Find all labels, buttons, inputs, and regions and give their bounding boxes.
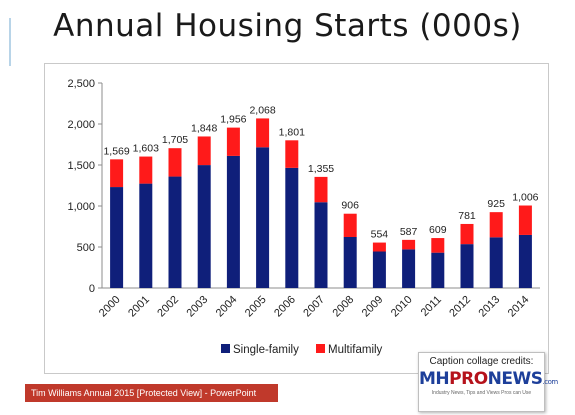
- bar-single-family-2010: [402, 249, 416, 288]
- total-label-2002: 1,705: [162, 134, 188, 146]
- x-tick-label-2008: 2008: [331, 294, 357, 320]
- x-tick-label-2000: 2000: [97, 294, 123, 320]
- y-tick-label: 2,000: [67, 119, 95, 131]
- y-tick-label: 1,000: [67, 201, 95, 213]
- bar-multifamily-2004: [226, 127, 240, 156]
- x-tick-label-2003: 2003: [185, 294, 211, 320]
- bar-single-family-2002: [168, 176, 182, 288]
- caption-credit-box: Caption collage credits: MHPRONEWS.com I…: [418, 352, 558, 412]
- legend-swatch-multifamily: [316, 344, 325, 353]
- x-tick-label-2005: 2005: [243, 294, 269, 320]
- y-tick-label: 2,500: [67, 78, 95, 90]
- x-tick-label-2001: 2001: [126, 294, 152, 320]
- legend-label-single-family: Single-family: [233, 344, 299, 356]
- y-tick-label: 1,500: [67, 160, 95, 172]
- bar-single-family-2006: [285, 167, 299, 288]
- bar-multifamily-2014: [518, 205, 532, 235]
- bar-single-family-2013: [489, 237, 503, 288]
- bar-multifamily-2007: [314, 176, 328, 203]
- bar-multifamily-2008: [343, 213, 357, 237]
- total-label-2001: 1,603: [133, 143, 159, 155]
- housing-starts-chart: 0 500 1,000 1,500 2,000 2,500 1,569 2000 1,603 20…: [67, 78, 540, 356]
- total-label-2005: 2,068: [249, 104, 275, 116]
- bar-single-family-2009: [372, 251, 386, 288]
- x-tick-label-2013: 2013: [477, 294, 503, 320]
- slide-accent-line: [9, 18, 11, 66]
- bar-single-family-2014: [518, 234, 532, 288]
- x-tick-label-2011: 2011: [419, 294, 444, 319]
- bar-multifamily-2000: [110, 159, 124, 188]
- legend-swatch-single-family: [221, 344, 230, 353]
- total-label-2013: 925: [487, 198, 505, 210]
- chart-frame: 0 500 1,000 1,500 2,000 2,500 1,569 2000 1,603 20…: [44, 63, 549, 374]
- bar-multifamily-2005: [256, 118, 270, 148]
- bar-multifamily-2003: [197, 136, 211, 166]
- bar-single-family-2011: [431, 252, 445, 288]
- logo-pro: PRO: [449, 369, 488, 389]
- bar-single-family-2005: [256, 147, 270, 288]
- bar-multifamily-2002: [168, 148, 182, 177]
- bar-single-family-2012: [460, 244, 474, 288]
- bar-single-family-2003: [197, 165, 211, 288]
- bar-multifamily-2011: [431, 238, 445, 253]
- x-tick-label-2010: 2010: [389, 294, 415, 320]
- total-label-2000: 1,569: [103, 145, 129, 157]
- slide-title: Annual Housing Starts (000s): [53, 8, 522, 44]
- x-tick-label-2002: 2002: [155, 294, 181, 320]
- bar-multifamily-2001: [139, 156, 153, 184]
- logo-tagline: Industry News, Tips and Views Pros can U…: [431, 390, 532, 396]
- bar-single-family-2008: [343, 236, 357, 288]
- total-label-2011: 609: [429, 224, 447, 236]
- bar-multifamily-2013: [489, 212, 503, 238]
- total-label-2006: 1,801: [279, 126, 305, 138]
- bar-single-family-2001: [139, 183, 153, 288]
- mhpronews-logo: MHPRONEWS.com: [419, 369, 558, 389]
- x-tick-label-2004: 2004: [214, 294, 240, 320]
- logo-news: NEWS: [487, 369, 543, 389]
- total-label-2003: 1,848: [191, 122, 217, 134]
- total-label-2010: 587: [400, 226, 418, 238]
- powerpoint-taskbar-tab[interactable]: Tim Williams Annual 2015 [Protected View…: [25, 384, 278, 402]
- bar-multifamily-2009: [372, 242, 386, 252]
- x-tick-label-2014: 2014: [506, 294, 532, 320]
- logo-com: .com: [542, 378, 559, 386]
- credit-caption: Caption collage credits:: [429, 356, 534, 367]
- y-tick-label: 0: [89, 283, 95, 295]
- bar-single-family-2004: [226, 155, 240, 288]
- total-label-2009: 554: [371, 229, 389, 241]
- x-tick-label-2012: 2012: [447, 294, 473, 320]
- legend-label-multifamily: Multifamily: [328, 344, 383, 356]
- total-label-2014: 1,006: [512, 192, 538, 204]
- y-tick-label: 500: [77, 242, 95, 254]
- logo-mh: MH: [419, 369, 450, 389]
- bar-multifamily-2012: [460, 223, 474, 245]
- total-label-2008: 906: [341, 200, 359, 212]
- total-label-2007: 1,355: [308, 163, 334, 175]
- bar-multifamily-2010: [402, 239, 416, 250]
- total-label-2012: 781: [458, 210, 476, 222]
- bar-single-family-2000: [110, 187, 124, 288]
- total-label-2004: 1,956: [220, 114, 246, 126]
- x-tick-label-2006: 2006: [272, 294, 298, 320]
- bar-single-family-2007: [314, 202, 328, 288]
- x-tick-label-2007: 2007: [301, 294, 327, 320]
- x-tick-label-2009: 2009: [360, 294, 386, 320]
- bar-multifamily-2006: [285, 140, 299, 168]
